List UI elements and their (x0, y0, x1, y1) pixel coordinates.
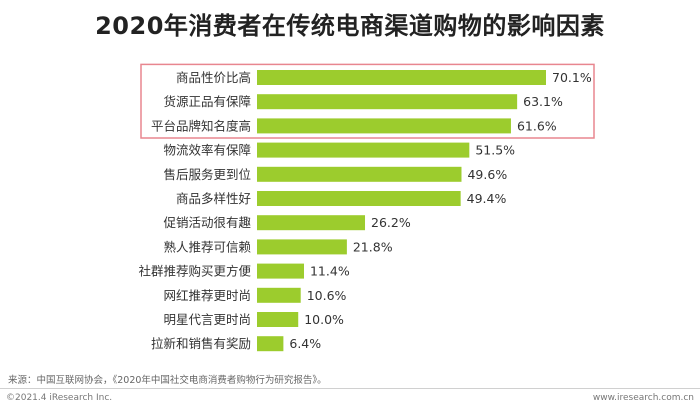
bar (257, 94, 518, 110)
source-note: 来源：中国互联网协会，《2020年中国社交电商消费者购物行为研究报告》。 (8, 375, 327, 386)
bar (257, 191, 461, 206)
value-label: 61.6% (517, 118, 557, 133)
category-label: 拉新和销售有奖励 (151, 336, 251, 351)
chart-title: 2020年消费者在传统电商渠道购物的影响因素 (95, 12, 605, 40)
category-label: 售后服务更到位 (163, 167, 251, 182)
category-label: 商品多样性好 (176, 191, 251, 206)
value-label: 49.6% (467, 167, 507, 182)
copyright-text: ©2021.4 iResearch Inc. (6, 393, 113, 403)
bar (257, 239, 347, 255)
value-label: 26.2% (371, 215, 411, 230)
category-label: 网红推荐更时尚 (163, 288, 251, 303)
highlight-box (140, 63, 595, 139)
value-label: 6.4% (289, 336, 321, 351)
value-label: 63.1% (523, 94, 563, 109)
value-label: 10.0% (304, 312, 344, 327)
category-label: 促销活动很有趣 (163, 215, 251, 230)
bar (257, 336, 284, 352)
bar (257, 312, 299, 327)
value-label: 21.8% (353, 239, 393, 254)
bar-chart: 商品性价比高 70.1% 货源正品有保障 63.1% 平台品牌知名度高 61.6% 物流效率… (138, 63, 595, 352)
category-label: 物流效率有保障 (163, 143, 251, 158)
value-label: 49.4% (467, 191, 507, 206)
value-label: 10.6% (307, 288, 347, 303)
category-label: 货源正品有保障 (163, 94, 251, 109)
category-label: 平台品牌知名度高 (151, 118, 251, 133)
value-label: 11.4% (310, 264, 350, 279)
category-label: 明星代言更时尚 (163, 312, 251, 327)
category-label: 商品性价比高 (176, 70, 251, 85)
footer-divider (0, 388, 700, 389)
value-label: 51.5% (475, 143, 515, 158)
value-label: 70.1% (552, 70, 592, 85)
bar (257, 142, 470, 158)
bar (257, 166, 462, 182)
category-label: 熟人推荐可信赖 (163, 239, 251, 254)
category-label: 社群推荐购买更方便 (138, 264, 251, 279)
bar (257, 215, 366, 231)
bar (257, 263, 304, 279)
bar (257, 118, 511, 134)
bar (257, 287, 301, 303)
bar (257, 70, 546, 85)
website-text: www.iresearch.com.cn (592, 393, 694, 403)
